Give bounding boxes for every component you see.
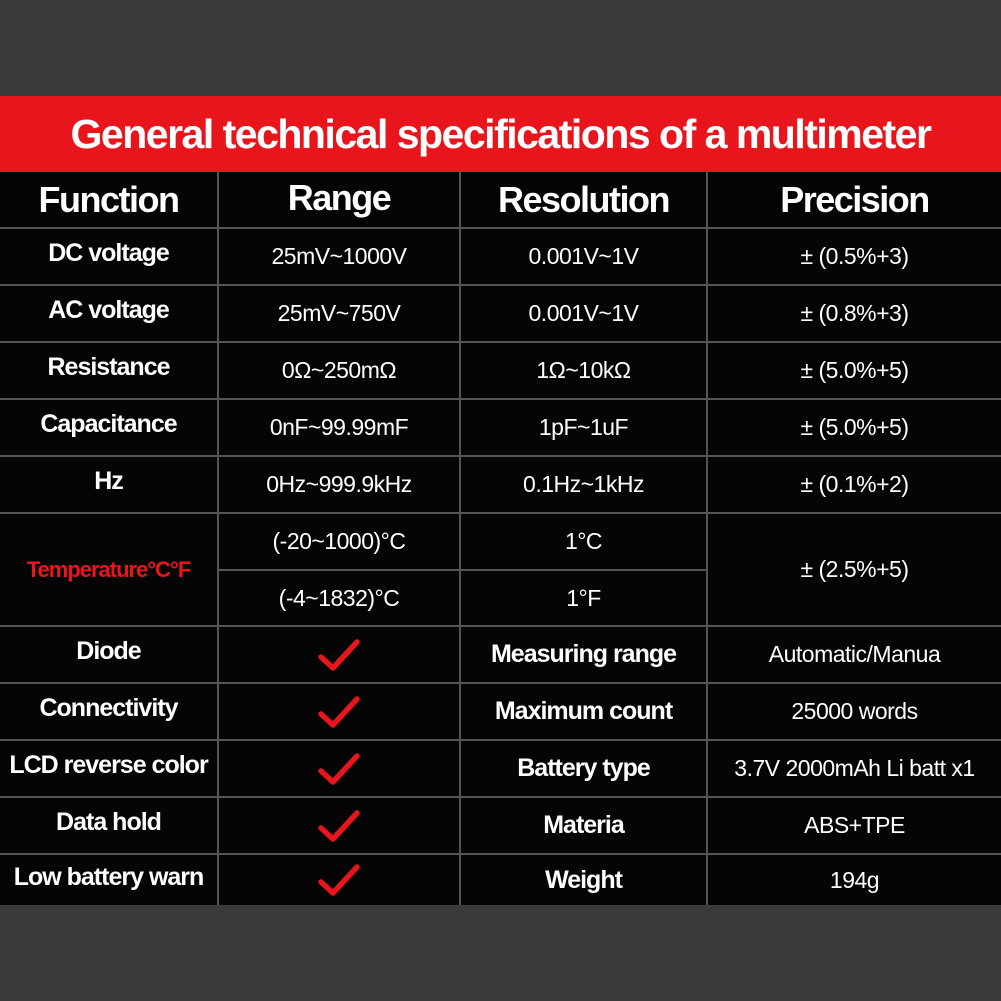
range-cell: 0nF~99.99mF <box>219 400 461 457</box>
feature-function-cell: Data hold <box>0 798 219 855</box>
bottom-background <box>0 905 1001 1001</box>
feature-function-cell: Diode <box>0 627 219 684</box>
range-cell: 0Hz~999.9kHz <box>219 457 461 514</box>
precision-cell: ± (5.0%+5) <box>708 343 1001 400</box>
feature-value-cell: 194g <box>829 866 880 893</box>
range-cell: 0Ω~250mΩ <box>219 343 461 400</box>
checkmark-icon <box>318 638 360 671</box>
feature-check-cell <box>219 684 461 741</box>
feature-check-cell <box>219 627 461 684</box>
header-precision: Precision <box>708 172 1001 229</box>
feature-function-cell: Connectivity <box>0 684 219 741</box>
feature-check-cell <box>219 741 461 798</box>
feature-spec-cell: Battery type <box>461 741 708 798</box>
temperature-resolution-f: 1°F <box>461 571 708 627</box>
resolution-cell: 0.1Hz~1kHz <box>461 457 708 514</box>
range-cell: 25mV~750V <box>219 286 461 343</box>
feature-value-cell: 25000 words <box>708 684 1001 741</box>
checkmark-icon <box>318 752 360 785</box>
header-resolution: Resolution <box>461 172 708 229</box>
feature-spec-cell: Maximum count <box>461 684 708 741</box>
header-function: Function <box>0 172 219 229</box>
precision-cell: ± (0.5%+3) <box>708 229 1001 286</box>
temperature-range-c: (-20~1000)°C <box>219 514 461 571</box>
checkmark-icon <box>318 864 360 896</box>
feature-function-cell: LCD reverse color <box>0 741 219 798</box>
checkmark-icon <box>318 809 360 842</box>
temperature-resolution-c: 1°C <box>461 514 708 571</box>
feature-value-cell: 3.7V 2000mAh Li batt x1 <box>708 741 1001 798</box>
function-cell: Resistance <box>0 343 219 400</box>
feature-check-cell <box>219 798 461 855</box>
temperature-function-cell: Temperature°C°F <box>0 514 219 627</box>
header-range: Range <box>219 172 461 229</box>
resolution-cell: 0.001V~1V <box>461 286 708 343</box>
feature-spec-cell: Measuring range <box>461 627 708 684</box>
resolution-cell: 1Ω~10kΩ <box>461 343 708 400</box>
function-cell: Capacitance <box>0 400 219 457</box>
feature-check-cell <box>219 855 461 905</box>
function-cell: DC voltage <box>0 229 219 286</box>
function-cell: AC voltage <box>0 286 219 343</box>
checkmark-icon <box>318 695 360 728</box>
resolution-cell: 0.001V~1V <box>461 229 708 286</box>
range-cell: 25mV~1000V <box>219 229 461 286</box>
function-cell: Hz <box>0 457 219 514</box>
feature-value-cell: Automatic/Manua <box>708 627 1001 684</box>
spec-table: Function Range Resolution Precision DC v… <box>0 172 1001 905</box>
feature-function-cell: Low battery warn <box>0 855 219 905</box>
temperature-precision: ± (2.5%+5) <box>708 514 1001 627</box>
temperature-range-f: (-4~1832)°C <box>219 571 461 627</box>
feature-spec-cell: Weight <box>461 855 708 905</box>
precision-cell: ± (0.1%+2) <box>708 457 1001 514</box>
title-banner: General technical specifications of a mu… <box>0 96 1001 172</box>
page-title: General technical specifications of a mu… <box>70 110 932 157</box>
feature-value-cell: ABS+TPE <box>708 798 1001 855</box>
resolution-cell: 1pF~1uF <box>461 400 708 457</box>
precision-cell: ± (0.8%+3) <box>708 286 1001 343</box>
precision-cell: ± (5.0%+5) <box>708 400 1001 457</box>
feature-spec-cell: Materia <box>461 798 708 855</box>
